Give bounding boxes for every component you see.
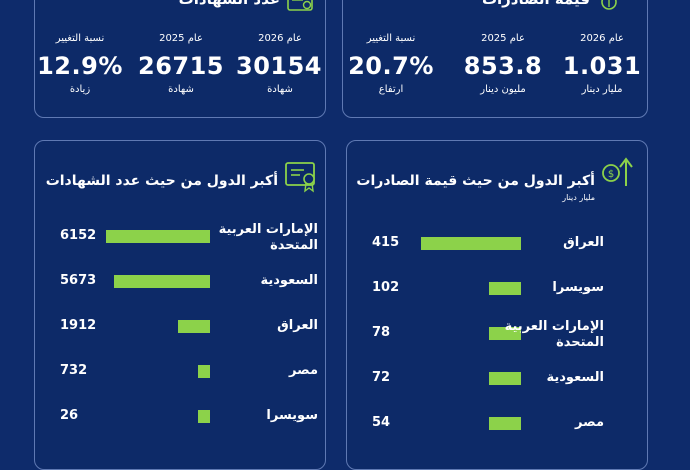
exports-stat-value-change: 20.7% [348, 52, 434, 80]
value-label: 102 [372, 280, 400, 295]
certificates-chart-title: أكبر الدول من حيث عدد الشهادات [45, 173, 278, 189]
cert-stat-sub-2026: شهادة [267, 84, 293, 95]
exports-chart-card [346, 140, 648, 470]
exports-stat-sub-2026: مليار دينار [581, 84, 623, 95]
value-label: 54 [372, 415, 391, 430]
bar-1 [489, 282, 521, 295]
cert-stat-value-change: 12.9% [37, 52, 123, 80]
certificates-chart-card [34, 140, 326, 470]
category-label: العراق [563, 235, 604, 250]
bar-0 [106, 230, 210, 243]
category-label: سويسرا [552, 280, 604, 295]
bar-2 [489, 327, 521, 340]
cert-stat-value-2026: 30154 [236, 52, 322, 80]
exports-stat-value-2025: 853.8 [463, 52, 543, 80]
certificate-icon [287, 0, 313, 11]
category-label: مصر [575, 415, 604, 430]
bar-3 [489, 372, 521, 385]
category-label: الإمارات العربية المتحدة [504, 319, 604, 350]
exports-summary-title: قيمة الصادرات [440, 0, 590, 8]
exports-chart-unit: مليار دينار [562, 193, 595, 202]
category-label: مصر [289, 363, 318, 378]
exports-chart-title: أكبر الدول من حيث قيمة الصادرات [356, 173, 595, 189]
category-label: الإمارات العربية المتحدة [218, 222, 318, 253]
bar-1 [114, 275, 210, 288]
value-label: 6152 [60, 228, 97, 243]
exports-stat-label-change: نسبة التغيير [366, 33, 416, 44]
cert-stat-sub-change: زيادة [69, 84, 91, 95]
category-label: العراق [277, 318, 318, 333]
cert-stat-label-2025: عام 2025 [159, 33, 203, 44]
exports-stat-label-2026: عام 2026 [580, 33, 624, 44]
value-label: 78 [372, 325, 391, 340]
value-label: 72 [372, 370, 391, 385]
exports-stat-sub-2025: مليون دينار [480, 84, 526, 95]
cert-stat-sub-2025: شهادة [168, 84, 194, 95]
bar-3 [197, 365, 210, 378]
money-icon [601, 0, 617, 10]
value-label: 26 [60, 408, 79, 423]
svg-text:$: $ [608, 169, 614, 180]
category-label: السعودية [260, 273, 319, 288]
bar-4 [198, 410, 210, 423]
cert-stat-label-change: نسبة التغيير [55, 33, 105, 44]
exports-stat-sub-change: ارتفاع [378, 84, 404, 95]
certificates-summary-title: عدد الشهادات [130, 0, 280, 8]
category-label: السعودية [546, 370, 605, 385]
value-label: 1912 [60, 318, 97, 333]
certificate-icon [285, 162, 315, 193]
value-label: 415 [372, 235, 400, 250]
bar-4 [489, 417, 521, 430]
bar-2 [177, 320, 210, 333]
certificates-summary-card [34, 0, 326, 118]
value-label: 732 [60, 363, 88, 378]
value-label: 5673 [60, 273, 97, 288]
exports-stat-value-2026: 1.031 [562, 52, 642, 80]
bar-0 [421, 237, 521, 250]
cert-stat-label-2026: عام 2026 [258, 33, 302, 44]
exports-summary-card [342, 0, 648, 118]
cert-stat-value-2025: 26715 [138, 52, 224, 80]
category-label: سويسرا [266, 408, 318, 423]
money-growth-icon: $ [602, 157, 633, 186]
exports-stat-label-2025: عام 2025 [481, 33, 525, 44]
